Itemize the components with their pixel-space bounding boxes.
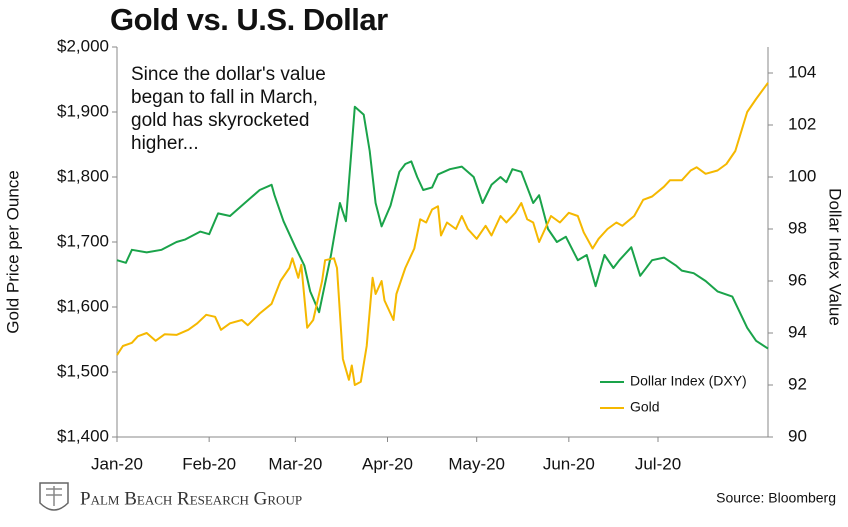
x-tick-label: Jan-20 [91,454,143,473]
publisher: Palm Beach Research Group [80,488,302,509]
y2-tick-label: 96 [788,270,807,289]
legend-label: Gold [630,399,660,415]
chart-title: Gold vs. U.S. Dollar [110,2,388,37]
source: Source: Bloomberg [716,490,836,506]
y2-tick-label: 100 [788,166,816,185]
annotation: Since the dollar's value [131,64,326,85]
x-tick-label: Feb-20 [182,454,236,473]
y-tick-label: $1,700 [57,231,109,250]
y2-axis-label: Dollar Index Value [826,188,845,326]
x-tick-label: Jul-20 [635,454,681,473]
y2-tick-label: 94 [788,322,807,341]
x-tick-label: Apr-20 [362,454,413,473]
x-tick-label: Mar-20 [268,454,322,473]
x-tick-label: May-20 [448,454,505,473]
line-series [116,105,769,350]
y-tick-label: $2,000 [57,36,109,55]
y-tick-label: $1,800 [57,166,109,185]
y-tick-label: $1,500 [57,361,109,380]
y-axis-label: Gold Price per Ounce [3,170,22,333]
y2-tick-label: 90 [788,426,807,445]
y-tick-label: $1,400 [57,426,109,445]
x-tick-label: Jun-20 [543,454,595,473]
y-tick-label: $1,600 [57,296,109,315]
annotation: higher... [131,133,199,154]
y2-tick-label: 102 [788,114,816,133]
logo [39,482,69,511]
y2-tick-label: 98 [788,218,807,237]
y2-tick-label: 92 [788,374,807,393]
annotation: gold has skyrocketed [131,110,310,131]
line-series [116,82,769,386]
y2-tick-label: 104 [788,62,816,81]
legend-label: Dollar Index (DXY) [630,373,747,389]
y-tick-label: $1,900 [57,101,109,120]
annotation: began to fall in March, [131,87,318,108]
